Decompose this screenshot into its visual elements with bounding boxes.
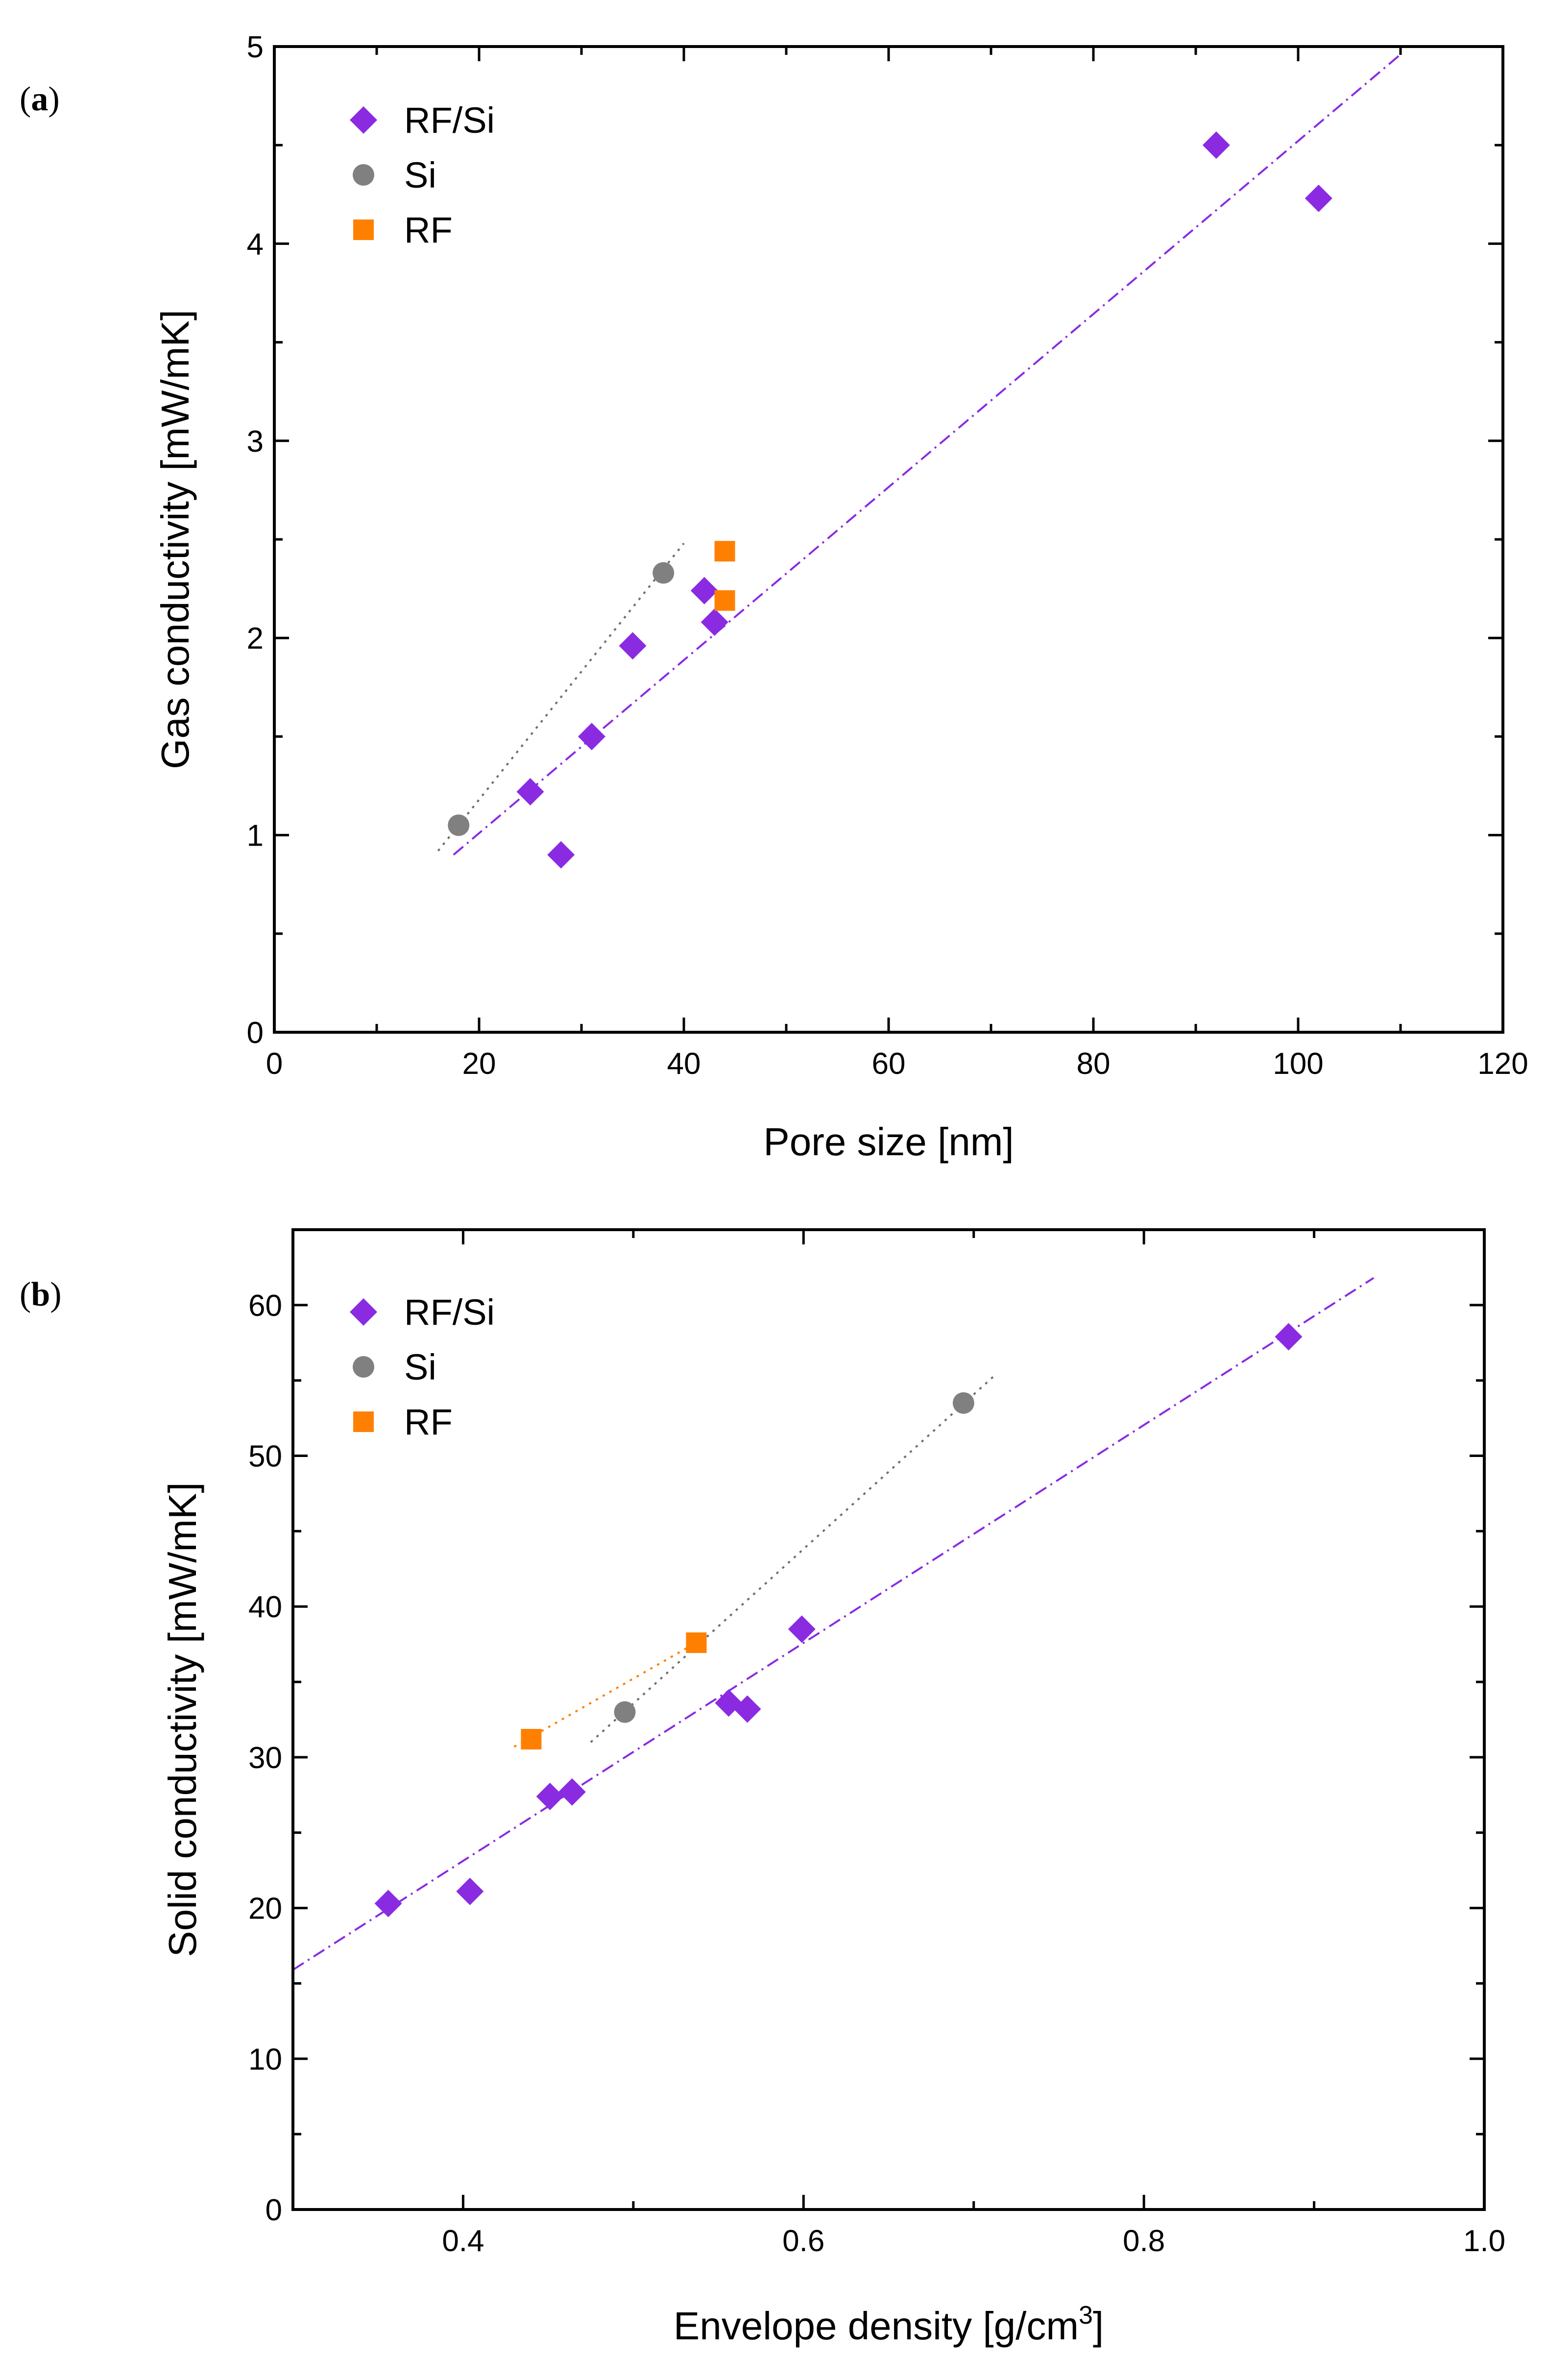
panel-a-point-rfsi-3 — [619, 632, 647, 660]
panel-b-point-rf-0 — [521, 1729, 542, 1749]
panel-b-y-tick-label: 0 — [266, 2193, 282, 2227]
panel-a-point-rf-0 — [714, 541, 735, 562]
panel-a-x-tick-label: 0 — [266, 1047, 283, 1081]
panel-a-point-rfsi-5 — [701, 608, 728, 636]
panel-a-legend-marker-rfsi — [350, 106, 377, 134]
panel-a-point-si-1 — [653, 562, 675, 584]
panel-b-legend-marker-si — [353, 1356, 374, 1378]
panel-a-legend-marker-rf — [353, 219, 374, 240]
panel-a-y-tick-label: 2 — [247, 622, 264, 656]
panel-b-point-rfsi-0 — [374, 1890, 402, 1918]
panel-b-x-tick-label: 1.0 — [1463, 2224, 1505, 2258]
panel-b-legend-label-rfsi: RF/Si — [404, 1292, 495, 1333]
panel-b-point-rfsi-1 — [456, 1877, 484, 1905]
panel-b-point-si-0 — [614, 1701, 636, 1723]
panel-a-y-axis-title: Gas conductivity [mW/mK] — [153, 310, 197, 769]
panel-b-legend: RF/Si Si RF — [350, 1292, 495, 1442]
panel-a-x-tick-label: 100 — [1273, 1047, 1323, 1081]
panel-b-legend-marker-rfsi — [350, 1298, 377, 1326]
panel-b-fit-lines — [292, 1277, 1375, 1971]
panel-a-point-rfsi-4 — [690, 577, 718, 605]
panel-b-legend-label-rf: RF — [404, 1402, 453, 1442]
panel-b-y-tick-label: 20 — [248, 1892, 282, 1926]
panel-b-x-tick-label: 0.8 — [1123, 2224, 1165, 2258]
panel-a-point-rfsi-6 — [1202, 131, 1230, 159]
panel-b-legend-marker-rf — [353, 1411, 374, 1432]
panel-b-plot-frame — [291, 1228, 1486, 2211]
panel-b-x-tick-label: 0.4 — [442, 2224, 484, 2258]
panel-b-y-tick-label: 50 — [248, 1440, 282, 1474]
panel-a-y-tick-label: 5 — [247, 30, 264, 64]
panel-b-x-tick-label: 0.6 — [782, 2224, 824, 2258]
panel-b-point-rfsi-2 — [536, 1782, 564, 1810]
panel-a-point-rfsi-1 — [547, 841, 575, 869]
panel-a-legend-label-rf: RF — [404, 210, 453, 250]
panel-a-data-points — [448, 131, 1332, 869]
panel-b-fit-line-rfsi — [292, 1277, 1375, 1971]
panel-a-label: (a) — [20, 80, 60, 118]
panel-b-data-points — [374, 1323, 1303, 1918]
panel-b-fit-line-rf — [513, 1639, 702, 1748]
panel-a-fit-line-rfsi — [453, 53, 1402, 856]
panel-b-legend-label-si: Si — [404, 1347, 436, 1387]
panel-a-ticks: 0 20 40 60 80 100 120 0 1 2 3 4 5 — [247, 30, 1528, 1081]
panel-b-y-tick-label: 60 — [248, 1289, 282, 1323]
panel-a-legend-marker-si — [353, 164, 374, 186]
panel-a-y-tick-label: 4 — [247, 227, 264, 261]
panel-b-point-rfsi-6 — [788, 1615, 816, 1643]
panel-a-x-tick-label: 80 — [1077, 1047, 1111, 1081]
panel-a-point-rf-1 — [714, 590, 735, 611]
panel-a-y-tick-label: 3 — [247, 425, 264, 459]
panel-a-fit-line-si — [437, 542, 685, 852]
panel-b-point-rfsi-7 — [1275, 1323, 1303, 1351]
panel-a-point-si-0 — [448, 814, 470, 836]
panel-a-y-tick-label: 0 — [247, 1016, 264, 1050]
panel-a-point-rfsi-7 — [1305, 184, 1332, 212]
panel-a-y-tick-label: 1 — [247, 819, 264, 853]
panel-b-point-rf-1 — [686, 1632, 707, 1653]
panel-a-x-tick-label: 20 — [462, 1047, 496, 1081]
panel-a-x-axis-title: Pore size [nm] — [763, 1120, 1014, 1164]
panel-b-y-tick-label: 30 — [248, 1741, 282, 1775]
panel-b-ticks: 0.4 0.6 0.8 1.0 0 10 20 30 40 50 60 — [248, 1230, 1505, 2258]
panel-a-x-tick-label: 120 — [1477, 1047, 1528, 1081]
panel-a-legend-label-si: Si — [404, 155, 436, 195]
panel-a-legend-label-rfsi: RF/Si — [404, 100, 495, 141]
panel-b-y-axis-title: Solid conductivity [mW/mK] — [161, 1482, 204, 1957]
panel-a-legend: RF/Si Si RF — [350, 100, 495, 250]
panel-a-point-rfsi-0 — [516, 778, 544, 806]
panel-b-y-tick-label: 40 — [248, 1590, 282, 1624]
panel-a-point-rfsi-2 — [578, 723, 605, 751]
panel-b-y-tick-label: 10 — [248, 2042, 282, 2076]
panel-b-point-si-1 — [952, 1392, 974, 1414]
panel-a-fit-lines — [437, 53, 1402, 856]
panel-a-x-tick-label: 40 — [667, 1047, 701, 1081]
panel-a-x-tick-label: 60 — [872, 1047, 906, 1081]
panel-a: (a) 0 20 40 60 80 100 120 0 1 2 3 4 5 RF/Si Si RF Pore… — [20, 30, 1528, 1164]
panel-b-point-rfsi-5 — [733, 1695, 761, 1723]
panel-b-point-rfsi-3 — [558, 1778, 586, 1806]
panel-b-label: (b) — [20, 1276, 62, 1313]
panel-b-x-axis-title: Envelope density [g/cm3] — [674, 2301, 1104, 2348]
